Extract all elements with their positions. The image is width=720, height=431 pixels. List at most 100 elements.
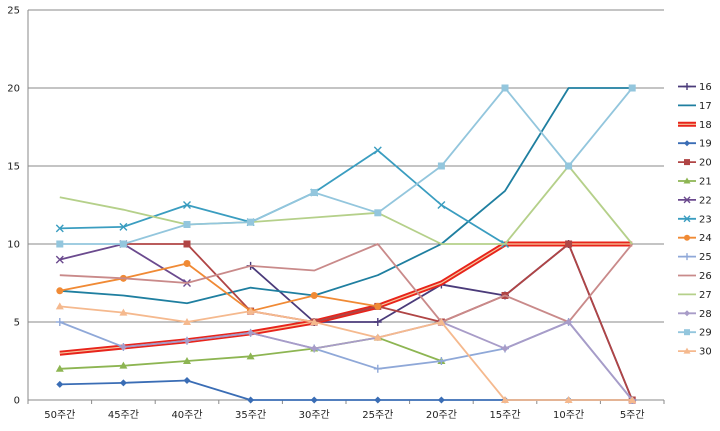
series-group (55, 84, 637, 404)
data-point (564, 396, 573, 403)
data-point (684, 329, 690, 336)
series-30 (55, 302, 637, 403)
data-point (374, 396, 382, 404)
y-tick-label: 20 (7, 84, 20, 95)
legend-item-22: 22 (678, 195, 712, 206)
data-point (684, 310, 690, 317)
legend-label: 18 (699, 120, 712, 131)
data-point (501, 345, 509, 353)
data-point (684, 140, 690, 147)
data-point (246, 307, 255, 315)
data-point (56, 380, 64, 388)
legend-item-18: 18 (678, 120, 712, 131)
data-point (437, 201, 446, 209)
data-point (565, 162, 573, 170)
legend-item-26: 26 (678, 271, 712, 282)
data-point (119, 240, 127, 248)
data-point (55, 364, 64, 372)
data-point (247, 218, 255, 226)
data-point (56, 240, 64, 248)
legend-label: 22 (699, 195, 712, 206)
data-point (310, 318, 319, 325)
series-line (59, 87, 633, 245)
data-point (119, 308, 128, 316)
data-point (247, 329, 255, 337)
data-point (437, 162, 445, 170)
data-point (628, 84, 636, 92)
x-tick-label: 25주간 (362, 409, 393, 421)
y-tick-label: 5 (14, 318, 20, 329)
legend-item-24: 24 (678, 233, 712, 244)
series-29 (56, 84, 636, 248)
data-point (310, 291, 318, 299)
legend-label: 27 (699, 290, 712, 301)
data-point (246, 352, 255, 360)
legend-label: 28 (699, 309, 712, 320)
legend-item-25: 25 (678, 252, 712, 263)
series-26 (59, 243, 633, 323)
data-point (55, 318, 64, 326)
x-tick-label: 30주간 (299, 409, 330, 421)
legend-item-29: 29 (678, 328, 712, 339)
data-point (684, 234, 690, 241)
legend-item-21: 21 (678, 177, 712, 188)
series-line (59, 165, 633, 245)
legend-item-17: 17 (678, 101, 712, 112)
series-27 (59, 165, 633, 245)
data-point (628, 396, 637, 403)
data-point (55, 224, 64, 233)
data-point (183, 240, 191, 248)
data-point (437, 357, 446, 365)
legend-label: 23 (699, 214, 712, 225)
x-tick-label: 5주간 (620, 409, 645, 421)
data-point (119, 222, 128, 231)
x-tick-label: 35주간 (235, 409, 266, 421)
data-point (183, 260, 191, 267)
data-point (683, 253, 691, 261)
data-point (565, 240, 573, 248)
data-point (183, 357, 191, 364)
data-point (437, 396, 445, 404)
data-point (310, 345, 318, 353)
x-tick-label: 20주간 (426, 409, 457, 421)
legend-label: 19 (699, 139, 712, 150)
data-point (683, 347, 691, 354)
x-tick-label: 45주간 (108, 409, 139, 421)
data-point (310, 189, 318, 197)
x-tick-label: 15주간 (489, 409, 520, 421)
x-tick-label: 40주간 (171, 409, 202, 421)
data-point (437, 318, 446, 325)
legend-label: 24 (699, 233, 712, 244)
data-point (374, 302, 382, 310)
series-line (59, 87, 633, 305)
data-point (565, 318, 573, 326)
series-line (59, 243, 633, 323)
legend-label: 25 (699, 252, 712, 263)
legend-item-19: 19 (678, 139, 712, 150)
y-tick-label: 25 (7, 6, 20, 17)
data-point (119, 379, 127, 387)
y-tick-label: 0 (14, 396, 20, 407)
data-point (183, 377, 191, 384)
x-tick-label: 50주간 (44, 409, 75, 421)
legend-item-27: 27 (678, 290, 712, 301)
data-point (55, 302, 64, 310)
y-tick-label: 15 (7, 162, 20, 173)
data-point (56, 287, 64, 295)
data-point (373, 364, 382, 373)
y-tick-label: 10 (7, 240, 20, 251)
data-point (683, 83, 691, 90)
legend-item-30: 30 (678, 347, 712, 358)
data-point (683, 215, 691, 223)
legend-label: 29 (699, 328, 712, 339)
legend-item-20: 20 (678, 158, 712, 169)
legend-label: 17 (699, 101, 712, 112)
legend-label: 30 (699, 347, 712, 358)
data-point (501, 396, 509, 403)
legend-item-23: 23 (678, 214, 712, 225)
data-point (373, 333, 382, 341)
legend-label: 16 (699, 82, 712, 93)
legend: 16 17 18 19 20 21 22 23 24 25 26 27 28 29 30 (678, 82, 712, 358)
